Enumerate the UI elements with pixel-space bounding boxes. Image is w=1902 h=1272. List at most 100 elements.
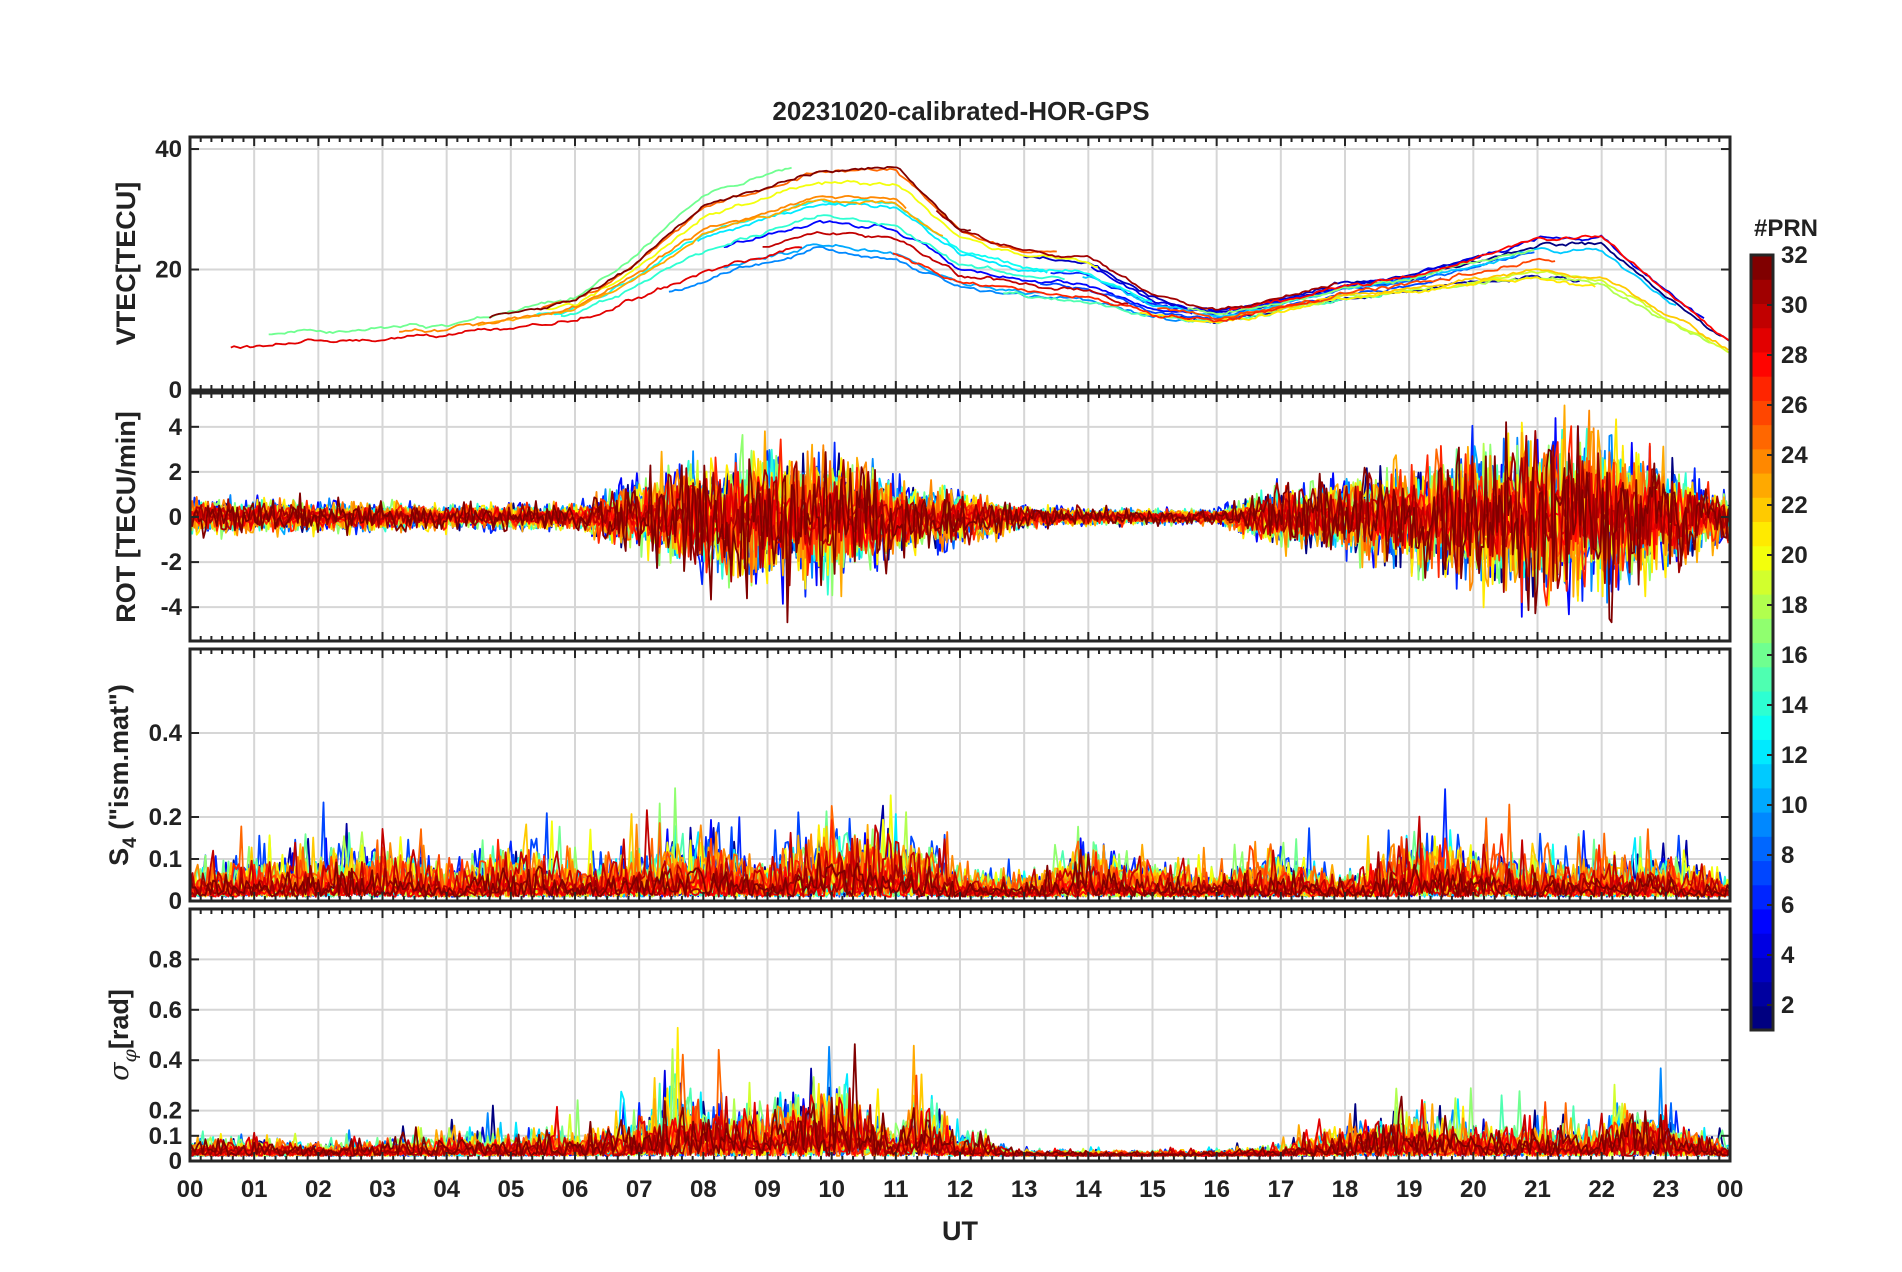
x-tick-label: 00 bbox=[1717, 1176, 1744, 1203]
x-axis: 00 01 02 03 04 05 06 07 08 09 10 11 12 13 14 15 16 17 18 19… bbox=[177, 1176, 1744, 1203]
x-tick-label: 20 bbox=[1460, 1176, 1487, 1203]
colorbar-swatch bbox=[1751, 763, 1773, 789]
colorbar-tick-label: 16 bbox=[1781, 642, 1808, 669]
colorbar-tick-label: 18 bbox=[1781, 592, 1808, 619]
colorbar-tick-label: 12 bbox=[1781, 742, 1808, 769]
series-prn-32 bbox=[190, 421, 1730, 624]
colorbar-swatch bbox=[1751, 472, 1773, 498]
colorbar-swatch bbox=[1751, 860, 1773, 886]
colorbar-tick-label: 10 bbox=[1781, 792, 1808, 819]
x-tick-label: 18 bbox=[1332, 1176, 1359, 1203]
colorbar-swatch bbox=[1751, 933, 1773, 958]
x-tick-label: 10 bbox=[818, 1176, 845, 1203]
colorbar-tick-label: 24 bbox=[1781, 442, 1808, 469]
x-tick-label: 21 bbox=[1524, 1176, 1551, 1203]
x-tick-label: 15 bbox=[1139, 1176, 1166, 1203]
x-tick-label: 01 bbox=[241, 1176, 268, 1203]
colorbar-swatch bbox=[1751, 279, 1773, 305]
x-tick-label: 08 bbox=[690, 1176, 717, 1203]
y-tick-label: 0 bbox=[169, 888, 182, 915]
colorbar-swatch bbox=[1751, 303, 1773, 329]
colorbar-swatch bbox=[1751, 981, 1773, 1007]
x-tick-label: 09 bbox=[754, 1176, 781, 1203]
x-tick-label: 22 bbox=[1588, 1176, 1615, 1203]
y-tick-label: -4 bbox=[161, 594, 183, 621]
colorbar-swatch bbox=[1751, 448, 1773, 474]
y-tick-label: 4 bbox=[169, 414, 183, 441]
colorbar-swatch bbox=[1751, 424, 1773, 450]
series-prn-32 bbox=[488, 166, 971, 319]
y-tick-label: 0.4 bbox=[149, 1047, 183, 1074]
colorbar-label: #PRN bbox=[1754, 215, 1818, 242]
y-tick-label: 0 bbox=[169, 1148, 182, 1175]
series-prn-27 bbox=[892, 252, 1320, 323]
y-tick-label: 2 bbox=[169, 459, 182, 486]
colorbar-swatch bbox=[1751, 957, 1773, 983]
colorbar-swatch bbox=[1751, 715, 1773, 740]
x-tick-label: 04 bbox=[433, 1176, 460, 1203]
colorbar-swatch bbox=[1751, 812, 1773, 837]
y-tick-label: 0.6 bbox=[149, 997, 182, 1024]
x-tick-label: 05 bbox=[497, 1176, 524, 1203]
colorbar-swatch bbox=[1751, 1005, 1773, 1031]
data-traces bbox=[230, 166, 1730, 354]
colorbar-tick-label: 14 bbox=[1781, 692, 1808, 719]
series-prn-16 bbox=[268, 166, 792, 336]
colorbar-tick-label: 22 bbox=[1781, 492, 1808, 519]
series-prn-20 bbox=[545, 179, 1098, 311]
x-tick-label: 00 bbox=[177, 1176, 204, 1203]
panel-rot: -4 -2 0 2 4 ROT [TECU/min] bbox=[111, 391, 1732, 643]
colorbar-swatch bbox=[1751, 836, 1773, 862]
x-tick-label: 06 bbox=[562, 1176, 589, 1203]
colorbar-swatch bbox=[1751, 545, 1773, 571]
colorbar-swatch bbox=[1751, 666, 1773, 692]
y-axis-label: σφ[rad] bbox=[104, 989, 141, 1081]
colorbar-tick-label: 20 bbox=[1781, 542, 1808, 569]
x-tick-label: 23 bbox=[1652, 1176, 1679, 1203]
x-tick-label: 16 bbox=[1203, 1176, 1230, 1203]
series-prn-27 bbox=[190, 819, 1730, 898]
x-tick-label: 14 bbox=[1075, 1176, 1102, 1203]
colorbar-tick-label: 2 bbox=[1781, 992, 1794, 1019]
y-tick-label: 0.1 bbox=[149, 1123, 182, 1150]
colorbar-swatch bbox=[1751, 400, 1773, 426]
colorbar-tick-label: 26 bbox=[1781, 392, 1808, 419]
colorbar-swatch bbox=[1751, 351, 1773, 377]
x-tick-label: 03 bbox=[369, 1176, 396, 1203]
colorbar-frame bbox=[1749, 253, 1775, 1032]
colorbar-swatch bbox=[1751, 521, 1773, 547]
y-axis-label: VTEC[TECU] bbox=[111, 182, 141, 346]
y-tick-label: 0 bbox=[169, 377, 182, 404]
colorbar-swatch bbox=[1751, 327, 1773, 353]
y-tick-label: 0.1 bbox=[149, 846, 182, 873]
colorbar-swatch bbox=[1751, 690, 1773, 716]
colorbar-tick-label: 8 bbox=[1781, 842, 1794, 869]
y-tick-label: -2 bbox=[161, 549, 182, 576]
x-axis-label: UT bbox=[942, 1216, 978, 1246]
x-tick-label: 13 bbox=[1011, 1176, 1038, 1203]
colorbar-tick-label: 28 bbox=[1781, 342, 1808, 369]
colorbar-swatch bbox=[1751, 642, 1773, 668]
series-prn-14 bbox=[560, 214, 1065, 318]
colorbar-tick-label: 32 bbox=[1781, 242, 1808, 269]
x-tick-label: 12 bbox=[947, 1176, 974, 1203]
y-axis-label: ROT [TECU/min] bbox=[111, 411, 141, 622]
series-prn-12 bbox=[696, 202, 1048, 274]
colorbar-swatch bbox=[1751, 594, 1773, 619]
series-prn-31 bbox=[935, 209, 1338, 311]
panel-sigma-phi: 00.10.2 0.4 0.6 0.8 σφ[rad] bbox=[104, 907, 1732, 1175]
y-tick-label: 0 bbox=[169, 504, 182, 531]
colorbar-swatch bbox=[1751, 376, 1773, 401]
x-tick-label: 17 bbox=[1267, 1176, 1294, 1203]
x-tick-label: 19 bbox=[1396, 1176, 1423, 1203]
colorbar-tick-label: 30 bbox=[1781, 292, 1808, 319]
y-tick-label: 0.8 bbox=[149, 946, 182, 973]
series-prn-28 bbox=[1228, 234, 1730, 342]
series-prn-24 bbox=[399, 195, 907, 333]
colorbar-swatch bbox=[1751, 908, 1773, 934]
series-prn-26 bbox=[1157, 257, 1556, 321]
colorbar-swatch bbox=[1751, 255, 1773, 280]
panel-vtec: 0 20 40 VTEC[TECU] bbox=[111, 135, 1732, 404]
